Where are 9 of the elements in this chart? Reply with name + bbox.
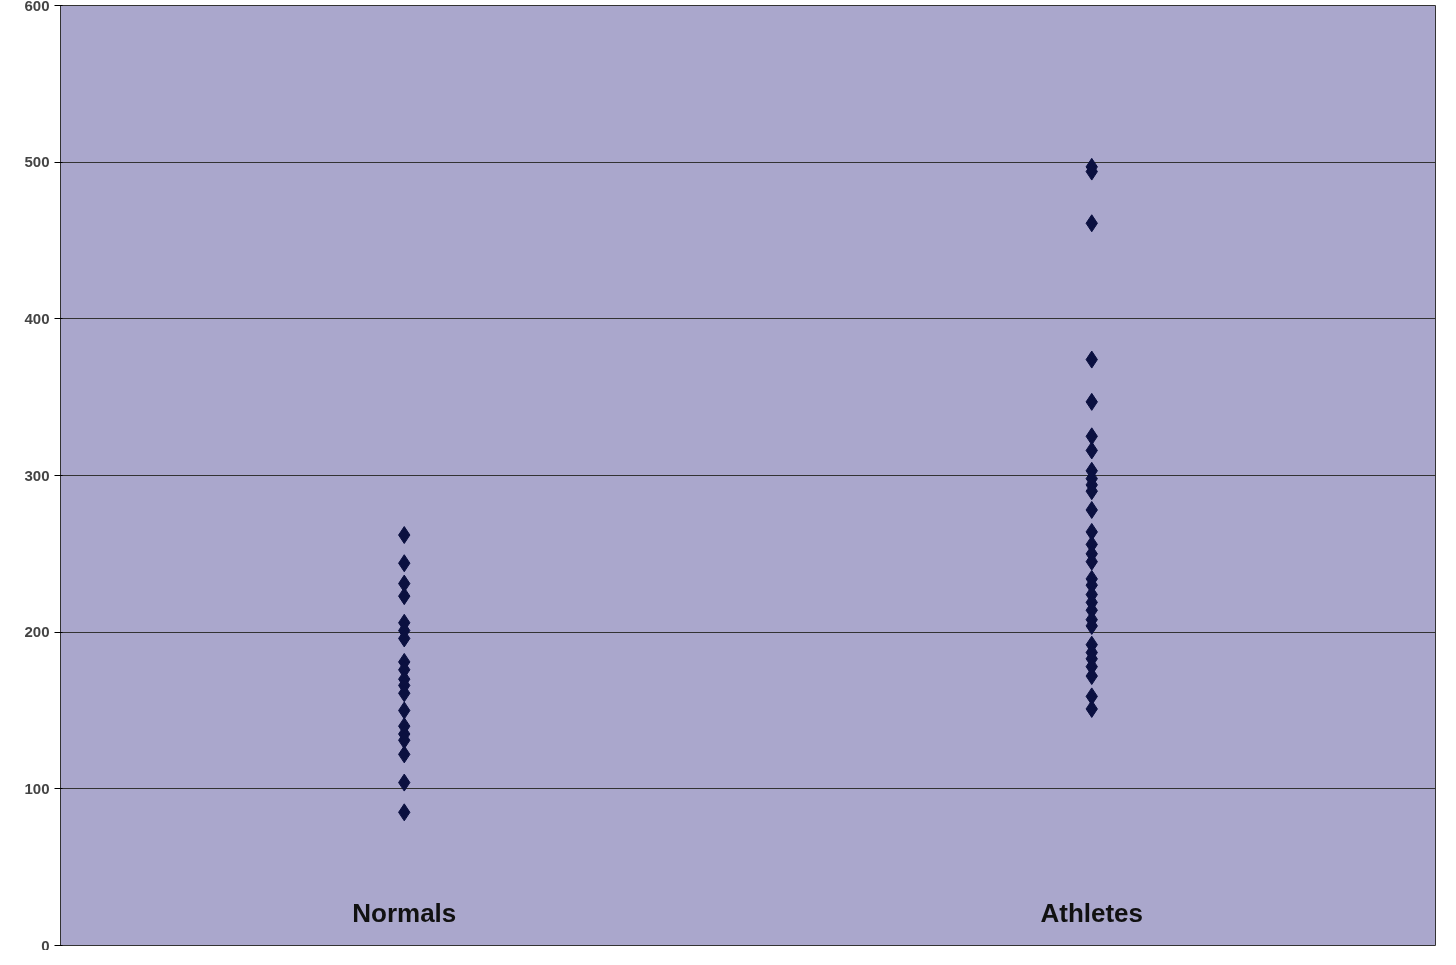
y-tick-label: 500 <box>24 153 50 171</box>
y-tick-label: 200 <box>24 623 50 641</box>
x-tick-label: Athletes <box>1040 897 1144 928</box>
y-tick-label: 0 <box>41 936 50 954</box>
y-tick-label: 300 <box>24 466 50 484</box>
y-tick-label: 400 <box>24 309 50 327</box>
y-tick-label: 100 <box>24 779 50 797</box>
y-tick-label: 600 <box>24 0 50 14</box>
x-tick-label: Normals <box>352 897 457 928</box>
